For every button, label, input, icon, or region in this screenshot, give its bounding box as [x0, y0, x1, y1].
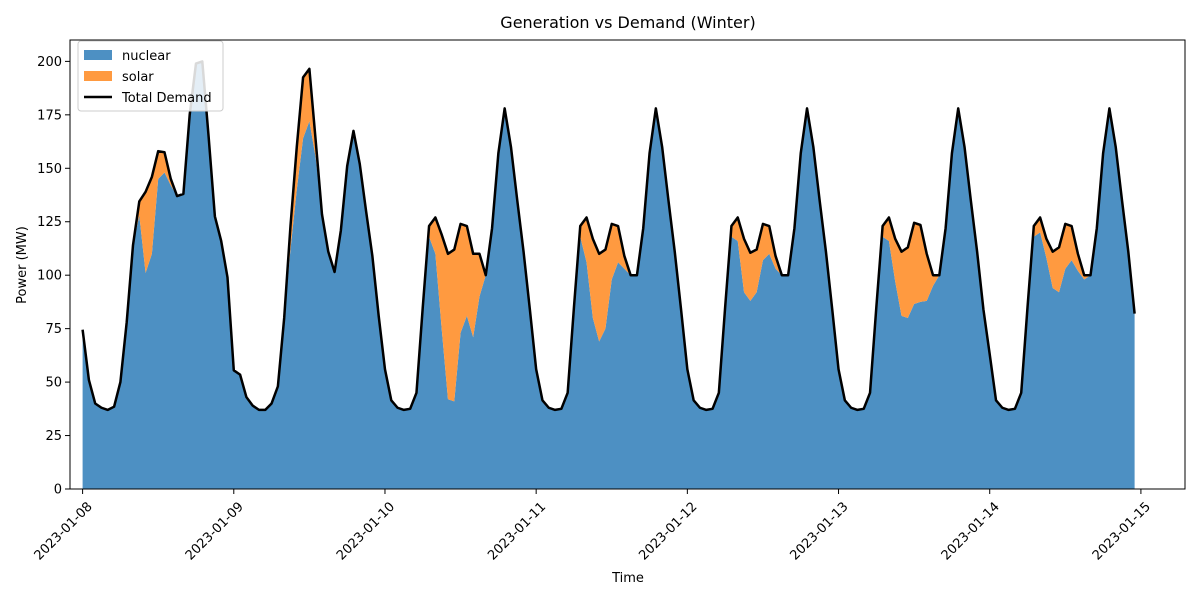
legend-frame	[77, 40, 224, 112]
y-tick-label: 150	[37, 162, 62, 177]
legend-label-solar: solar	[122, 70, 154, 85]
legend-swatch-solar	[84, 71, 112, 81]
x-axis-title: Time	[611, 571, 644, 586]
plot-frame	[69, 39, 1186, 490]
line-total-demand	[81, 60, 1136, 412]
y-tick-label: 100	[37, 269, 62, 284]
y-tick-label: 200	[37, 55, 62, 70]
legend: nuclear solar Total Demand	[77, 40, 224, 112]
chart-title: Generation vs Demand (Winter)	[500, 13, 755, 32]
y-tick-label: 50	[45, 376, 62, 391]
y-tick-label: 0	[54, 483, 62, 498]
plot-area	[81, 60, 1136, 489]
legend-swatch-nuclear	[84, 50, 112, 60]
y-tick-label: 75	[45, 322, 62, 337]
legend-label-nuclear: nuclear	[122, 49, 171, 64]
y-tick-label: 125	[37, 215, 62, 230]
y-tick-label: 175	[37, 108, 62, 123]
legend-label-total-demand: Total Demand	[121, 91, 212, 106]
y-axis-title: Power (MW)	[15, 226, 30, 304]
y-tick-label: 25	[45, 429, 62, 444]
